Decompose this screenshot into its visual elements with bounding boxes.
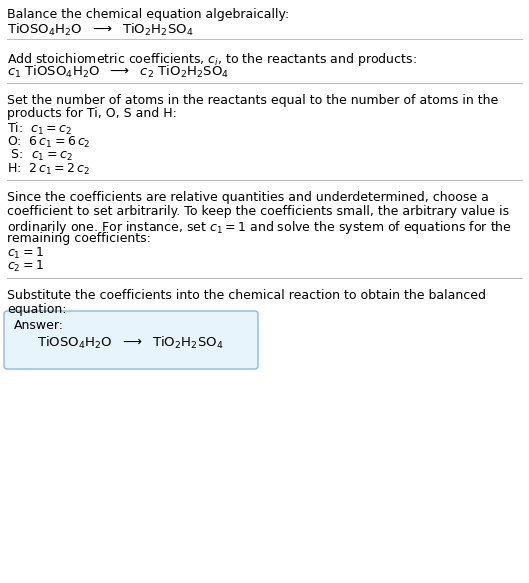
- Text: remaining coefficients:: remaining coefficients:: [7, 232, 151, 245]
- Text: TiOSO$_4$H$_2$O  $\longrightarrow$  TiO$_2$H$_2$SO$_4$: TiOSO$_4$H$_2$O $\longrightarrow$ TiO$_2…: [37, 335, 223, 350]
- Text: Set the number of atoms in the reactants equal to the number of atoms in the: Set the number of atoms in the reactants…: [7, 94, 498, 107]
- Text: O:  $6\,c_1 = 6\,c_2$: O: $6\,c_1 = 6\,c_2$: [7, 135, 90, 150]
- Text: Add stoichiometric coefficients, $c_i$, to the reactants and products:: Add stoichiometric coefficients, $c_i$, …: [7, 51, 417, 68]
- Text: Balance the chemical equation algebraically:: Balance the chemical equation algebraica…: [7, 8, 289, 21]
- Text: coefficient to set arbitrarily. To keep the coefficients small, the arbitrary va: coefficient to set arbitrarily. To keep …: [7, 205, 509, 218]
- Text: $c_1 = 1$: $c_1 = 1$: [7, 245, 44, 261]
- Text: Ti:  $c_1 = c_2$: Ti: $c_1 = c_2$: [7, 121, 72, 137]
- Text: Substitute the coefficients into the chemical reaction to obtain the balanced: Substitute the coefficients into the che…: [7, 289, 486, 302]
- Text: $c_2 = 1$: $c_2 = 1$: [7, 259, 44, 274]
- Text: S:  $c_1 = c_2$: S: $c_1 = c_2$: [7, 148, 72, 163]
- Text: products for Ti, O, S and H:: products for Ti, O, S and H:: [7, 107, 177, 121]
- Text: Answer:: Answer:: [14, 319, 64, 332]
- Text: TiOSO$_4$H$_2$O  $\longrightarrow$  TiO$_2$H$_2$SO$_4$: TiOSO$_4$H$_2$O $\longrightarrow$ TiO$_2…: [7, 22, 194, 37]
- Text: H:  $2\,c_1 = 2\,c_2$: H: $2\,c_1 = 2\,c_2$: [7, 161, 90, 177]
- Text: equation:: equation:: [7, 303, 67, 315]
- Text: $c_1$ TiOSO$_4$H$_2$O  $\longrightarrow$  $c_2$ TiO$_2$H$_2$SO$_4$: $c_1$ TiOSO$_4$H$_2$O $\longrightarrow$ …: [7, 64, 229, 80]
- Text: ordinarily one. For instance, set $c_1 = 1$ and solve the system of equations fo: ordinarily one. For instance, set $c_1 =…: [7, 219, 512, 236]
- Text: Since the coefficients are relative quantities and underdetermined, choose a: Since the coefficients are relative quan…: [7, 191, 489, 205]
- FancyBboxPatch shape: [4, 311, 258, 369]
